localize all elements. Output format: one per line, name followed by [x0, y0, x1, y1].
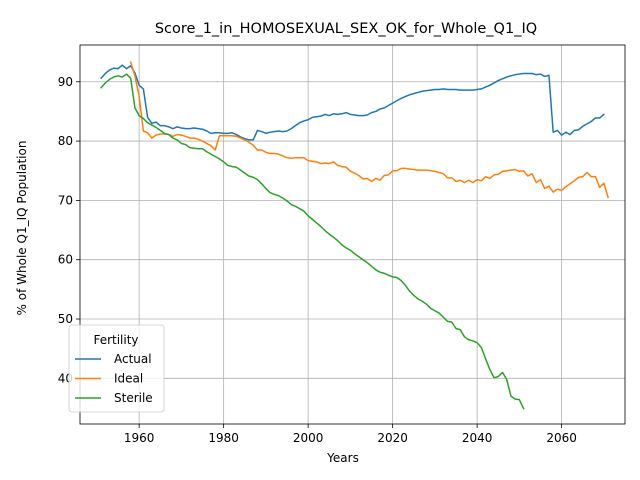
y-tick-label: 80	[58, 134, 73, 148]
legend-box	[68, 324, 165, 413]
x-tick-label: 2020	[377, 431, 408, 445]
x-axis-label: Years	[326, 451, 359, 465]
series-line-sterile	[100, 73, 525, 410]
y-tick-label: 60	[58, 253, 73, 267]
chart-title: Score_1_in_HOMOSEXUAL_SEX_OK_for_Whole_Q…	[155, 21, 537, 37]
legend-label-sterile: Sterile	[114, 391, 153, 405]
x-tick-label: 2040	[462, 431, 493, 445]
grid	[80, 45, 625, 424]
x-axis-ticks: 1960 1980 2000 2020 2040 2060	[124, 424, 577, 445]
x-tick-label: 2000	[293, 431, 324, 445]
x-tick-label: 1960	[124, 431, 155, 445]
legend-entries: Actual Ideal Sterile	[75, 352, 153, 405]
legend-title: Fertility	[93, 333, 138, 347]
plot-frame	[79, 44, 626, 425]
legend-label-actual: Actual	[114, 352, 152, 366]
series-lines	[100, 61, 610, 410]
series-line-ideal	[129, 61, 610, 199]
y-tick-label: 90	[58, 75, 73, 89]
series-line-actual	[100, 64, 605, 141]
legend-label-ideal: Ideal	[114, 372, 143, 386]
x-tick-label: 1980	[208, 431, 239, 445]
y-axis-label: % of Whole Q1_IQ Population	[15, 141, 29, 316]
y-tick-label: 70	[58, 193, 73, 207]
legend: Fertility Actual Ideal Sterile	[68, 324, 165, 413]
x-tick-label: 2060	[546, 431, 577, 445]
y-tick-label: 50	[58, 312, 73, 326]
